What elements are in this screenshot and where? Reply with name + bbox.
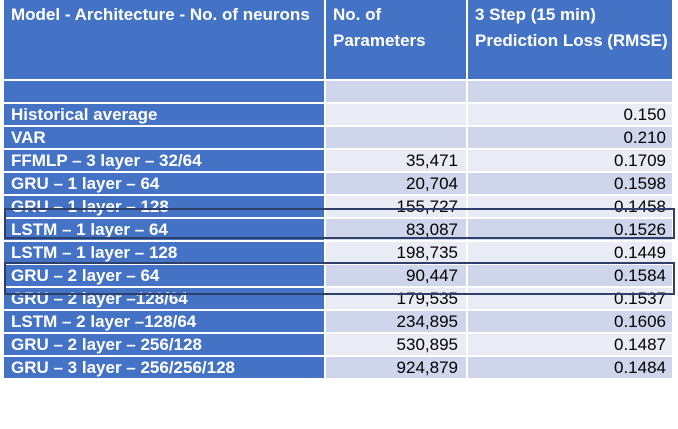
params-cell — [326, 104, 468, 127]
model-cell: GRU – 3 layer – 256/256/128 — [4, 357, 326, 380]
params-cell: 35,471 — [326, 150, 468, 173]
header-row: Model - Architecture - No. of neurons No… — [4, 0, 674, 81]
table-row: GRU – 3 layer – 256/256/128 924,879 0.14… — [4, 357, 674, 380]
loss-cell: 0.1709 — [468, 150, 674, 173]
params-cell: 198,735 — [326, 242, 468, 265]
results-table: Model - Architecture - No. of neurons No… — [4, 0, 674, 380]
params-cell: 179,535 — [326, 288, 468, 311]
table-row: GRU – 2 layer –128/64 179,535 0.1537 — [4, 288, 674, 311]
loss-cell: 0.1487 — [468, 334, 674, 357]
table-row: Historical average 0.150 — [4, 104, 674, 127]
header-loss: 3 Step (15 min) Prediction Loss (RMSE) — [468, 0, 674, 81]
params-cell: 90,447 — [326, 265, 468, 288]
params-cell — [326, 127, 468, 150]
blank-cell — [326, 81, 468, 104]
model-cell: GRU – 2 layer – 64 — [4, 265, 326, 288]
blank-row — [4, 81, 674, 104]
model-cell: Historical average — [4, 104, 326, 127]
model-cell: FFMLP – 3 layer – 32/64 — [4, 150, 326, 173]
loss-cell: 0.1458 — [468, 196, 674, 219]
loss-cell: 0.1598 — [468, 173, 674, 196]
params-cell: 83,087 — [326, 219, 468, 242]
params-cell: 155,727 — [326, 196, 468, 219]
table-row: LSTM – 1 layer – 64 83,087 0.1526 — [4, 219, 674, 242]
table-row: GRU – 1 layer – 64 20,704 0.1598 — [4, 173, 674, 196]
model-cell: GRU – 1 layer – 64 — [4, 173, 326, 196]
model-cell: LSTM – 1 layer – 64 — [4, 219, 326, 242]
header-params: No. of Parameters — [326, 0, 468, 81]
params-cell: 20,704 — [326, 173, 468, 196]
table-row: GRU – 2 layer – 64 90,447 0.1584 — [4, 265, 674, 288]
header-model: Model - Architecture - No. of neurons — [4, 0, 326, 81]
loss-cell: 0.1606 — [468, 311, 674, 334]
model-cell: LSTM – 1 layer – 128 — [4, 242, 326, 265]
table-row: LSTM – 1 layer – 128 198,735 0.1449 — [4, 242, 674, 265]
table-row: LSTM – 2 layer –128/64 234,895 0.1606 — [4, 311, 674, 334]
params-cell: 530,895 — [326, 334, 468, 357]
loss-cell: 0.1584 — [468, 265, 674, 288]
loss-cell: 0.1484 — [468, 357, 674, 380]
loss-cell: 0.1449 — [468, 242, 674, 265]
table-row: GRU – 1 layer – 128 155,727 0.1458 — [4, 196, 674, 219]
model-cell: VAR — [4, 127, 326, 150]
model-cell: GRU – 2 layer – 256/128 — [4, 334, 326, 357]
blank-cell — [4, 81, 326, 104]
loss-cell: 0.210 — [468, 127, 674, 150]
params-cell: 924,879 — [326, 357, 468, 380]
loss-cell: 0.1537 — [468, 288, 674, 311]
model-cell: LSTM – 2 layer –128/64 — [4, 311, 326, 334]
loss-cell: 0.1526 — [468, 219, 674, 242]
model-cell: GRU – 2 layer –128/64 — [4, 288, 326, 311]
model-cell: GRU – 1 layer – 128 — [4, 196, 326, 219]
loss-cell: 0.150 — [468, 104, 674, 127]
table-row: FFMLP – 3 layer – 32/64 35,471 0.1709 — [4, 150, 674, 173]
table-row: GRU – 2 layer – 256/128 530,895 0.1487 — [4, 334, 674, 357]
params-cell: 234,895 — [326, 311, 468, 334]
table-row: VAR 0.210 — [4, 127, 674, 150]
blank-cell — [468, 81, 674, 104]
